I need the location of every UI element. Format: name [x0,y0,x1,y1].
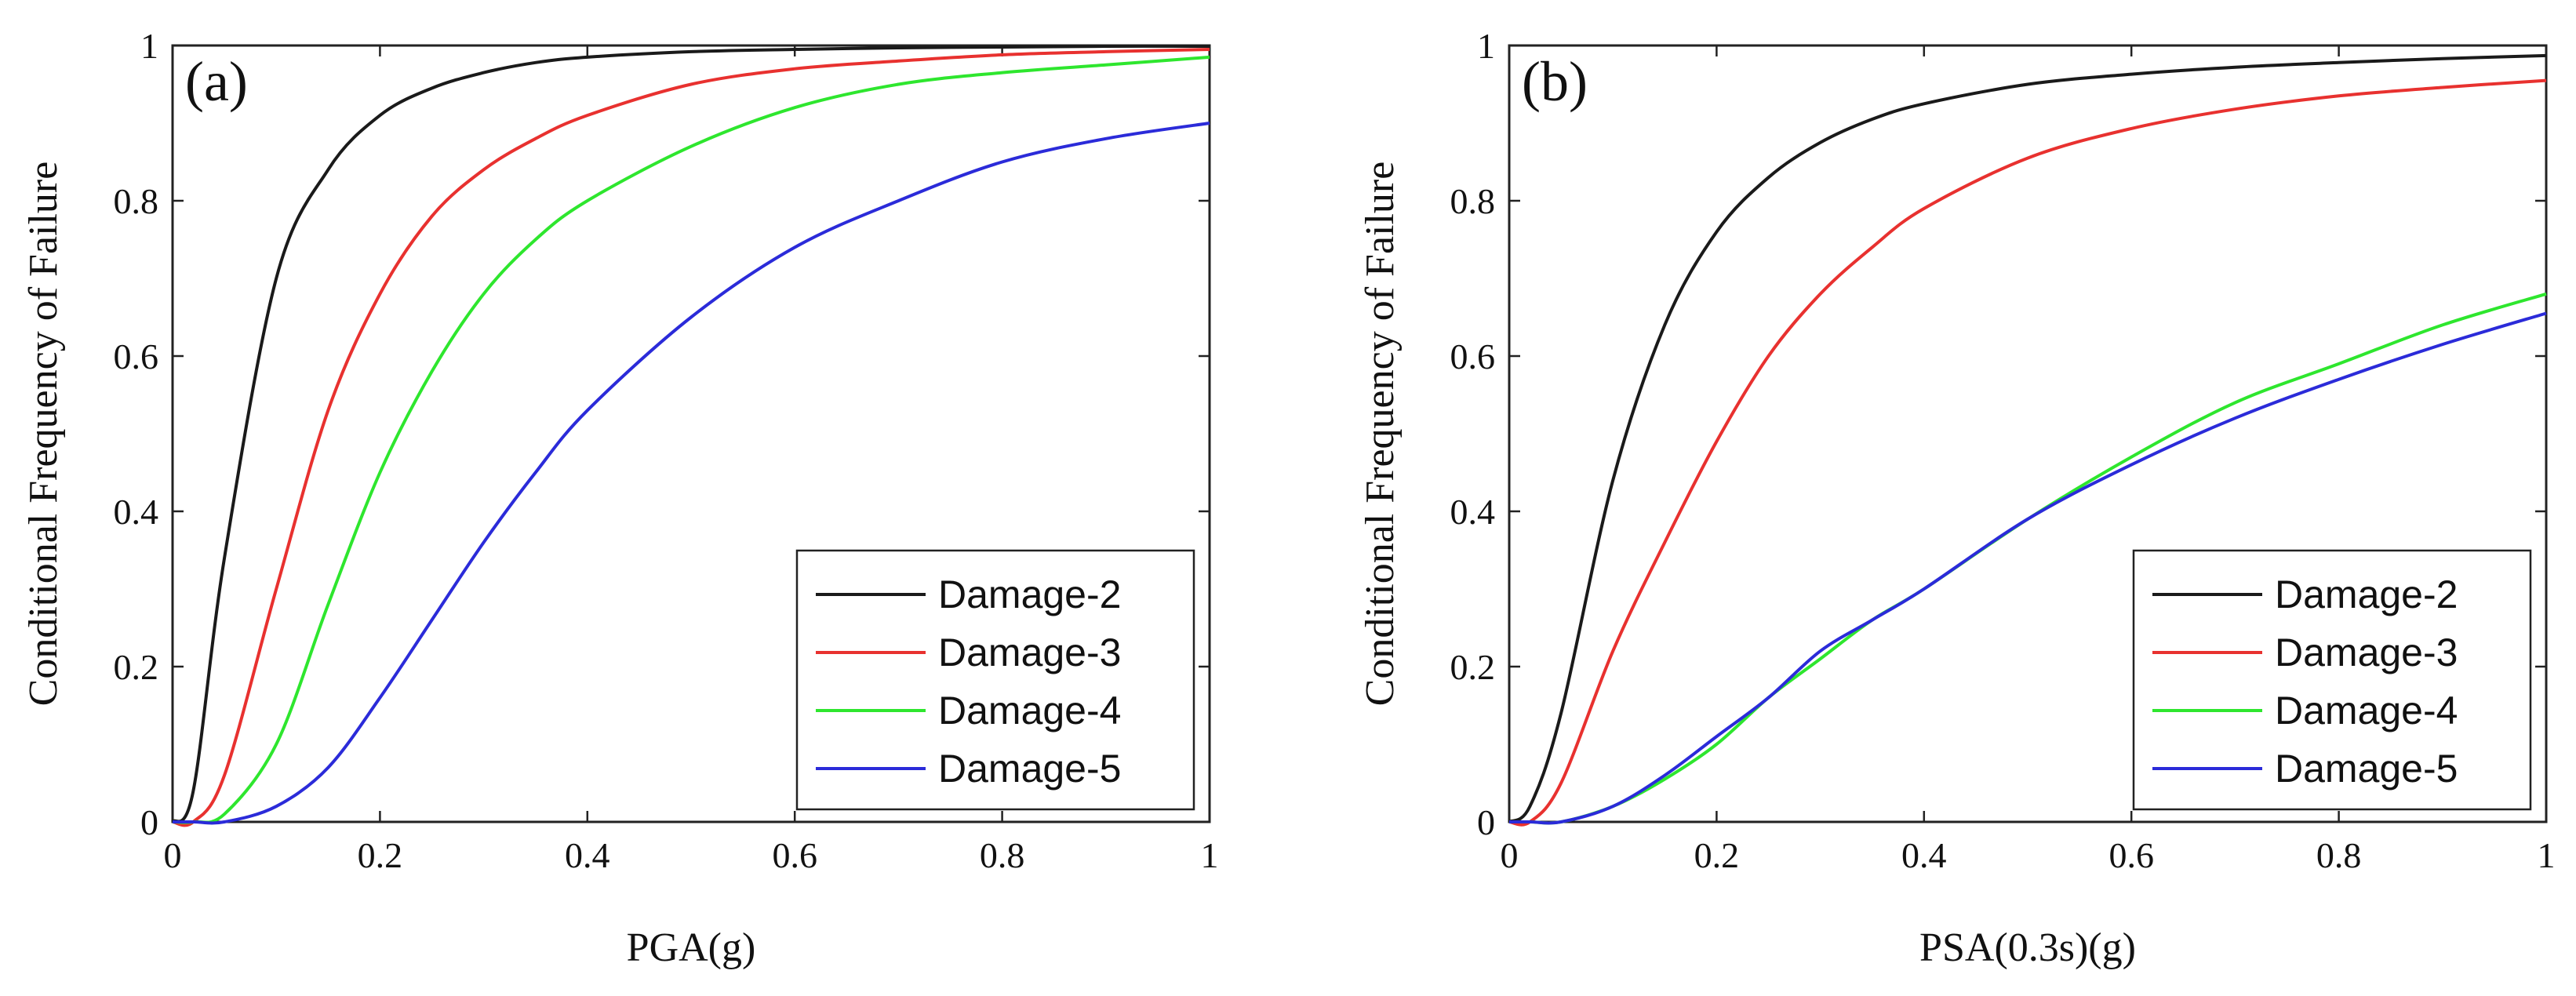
series-line-damage-3-b [1508,78,2547,827]
series-line-damage-3-a [172,48,1210,827]
series-line-damage-5-b [1509,311,2547,825]
legend-label-damage-4: Damage-4 [2275,689,2458,732]
y-axis-label-a: Conditional Frequency of Failure [21,162,66,707]
series-line-damage-4-a [172,55,1210,824]
x-tick-label: 1 [2538,835,2556,875]
y-tick-label: 0.4 [114,492,159,532]
y-tick-label: 1 [1477,26,1495,66]
legend-label-damage-5: Damage-5 [2275,747,2458,791]
x-tick-label: 0.6 [772,835,817,875]
y-tick-label: 0.2 [1450,647,1496,687]
x-tick-label: 0.4 [1901,835,1947,875]
x-tick-label: 0.2 [358,835,403,875]
y-tick-label: 1 [140,26,158,66]
series-line-damage-2-b [1508,53,2547,823]
y-tick-label: 0 [140,802,158,842]
x-axis-label-b: PSA(0.3s)(g) [1919,925,2136,970]
legend-label-damage-2: Damage-2 [938,573,1121,616]
x-tick-label: 0.8 [2316,835,2362,875]
plot-area-b [1508,44,2548,823]
panel-label-a: (a) [185,50,248,113]
y-tick-label: 0.8 [114,181,159,221]
panel-a: (a) PGA(g) Conditional Frequency of Fail… [21,26,1219,970]
x-tick-label: 0.2 [1694,835,1740,875]
x-tick-label: 0.4 [565,835,610,875]
x-tick-label: 0.6 [2108,835,2154,875]
legend-label-damage-2: Damage-2 [2275,573,2458,616]
panel-label-b: (b) [1522,50,1588,113]
y-tick-label: 0.2 [114,647,159,687]
y-tick-label: 0 [1477,802,1495,842]
x-tick-label: 1 [1201,835,1219,875]
x-tick-label: 0.8 [980,835,1025,875]
legend-label-damage-5: Damage-5 [938,747,1121,791]
legend-a: Damage-2 Damage-3 Damage-4 Damage-5 [795,549,1195,811]
y-tick-label: 0.6 [1450,336,1496,376]
y-axis-label-b: Conditional Frequency of Failure [1358,162,1403,707]
plot-area-a [171,44,1211,823]
y-tick-label: 0.6 [114,336,159,376]
x-axis-label-a: PGA(g) [627,925,756,970]
legend-b: Damage-2 Damage-3 Damage-4 Damage-5 [2132,549,2532,811]
panel-b: (b) PSA(0.3s)(g) Conditional Frequency o… [1358,26,2556,970]
series-line-damage-2-a [171,44,1210,823]
series-line-damage-5-a [173,122,1210,825]
y-tick-label: 0.4 [1450,492,1496,532]
legend-label-damage-3: Damage-3 [2275,631,2458,674]
legend-label-damage-3: Damage-3 [938,631,1121,674]
y-tick-label: 0.8 [1450,181,1496,221]
legend-label-damage-4: Damage-4 [938,689,1121,732]
x-tick-label: 0 [1501,835,1519,875]
x-tick-label: 0 [164,835,182,875]
